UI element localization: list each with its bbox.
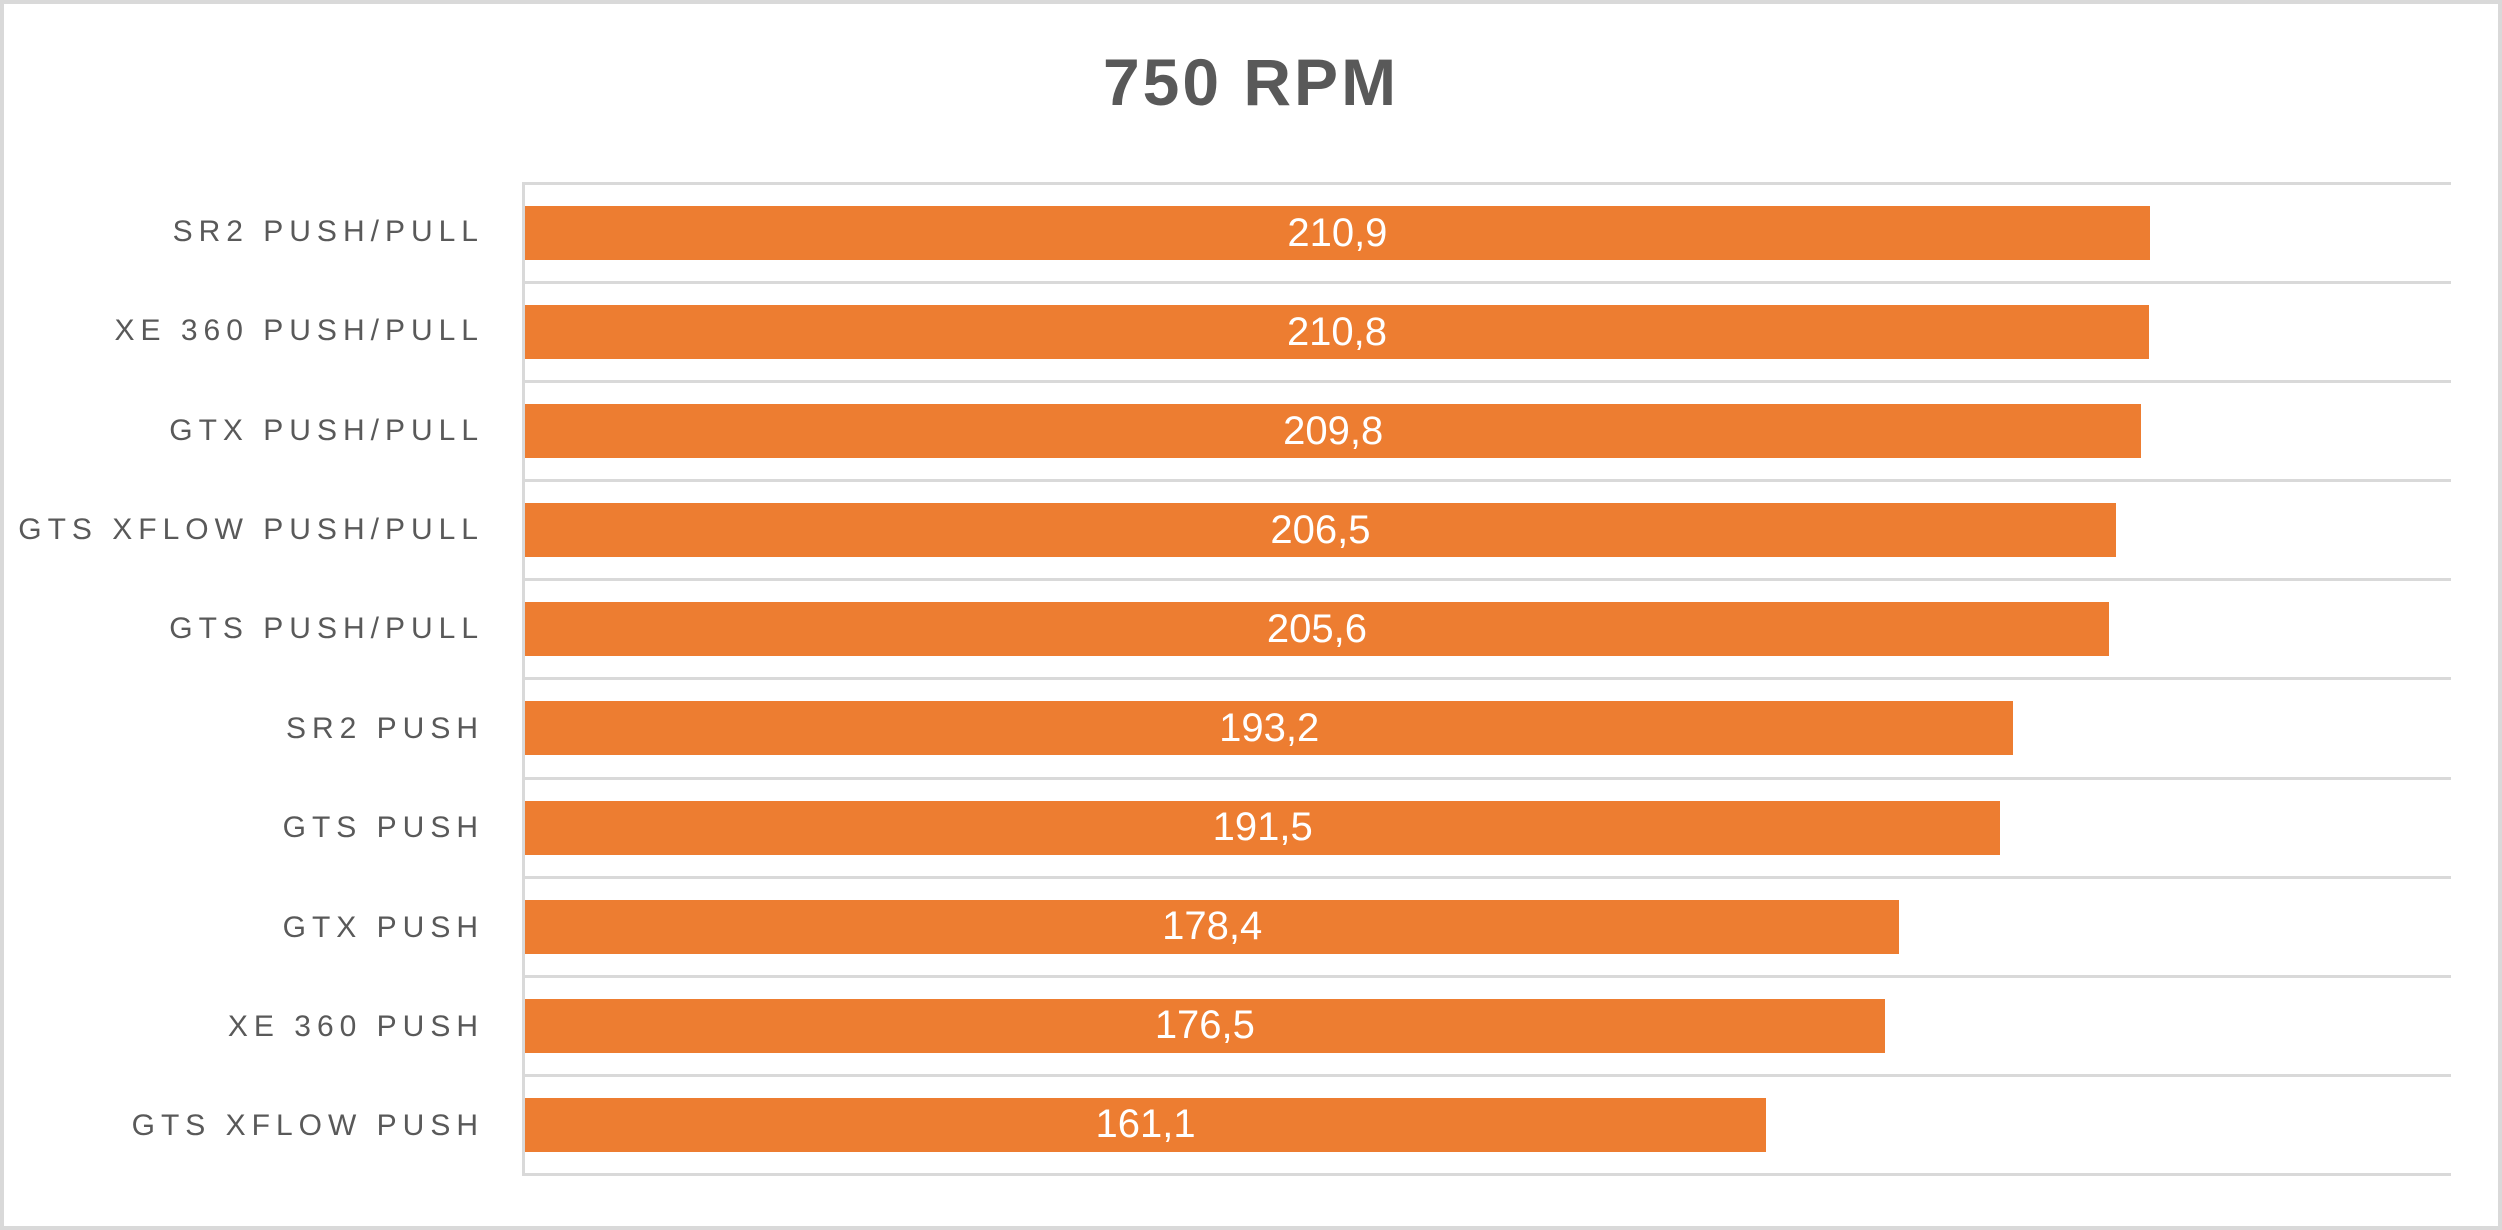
bar: 205,6 bbox=[525, 602, 2109, 657]
bar-value-label: 209,8 bbox=[1283, 408, 1384, 453]
bar: 176,5 bbox=[525, 998, 1885, 1053]
category-label: GTX PUSH/PULL bbox=[169, 413, 484, 447]
category-label: XE 360 PUSH/PULL bbox=[114, 314, 484, 348]
bar-row: 191,5 bbox=[525, 780, 2451, 879]
bar-row: 210,9 bbox=[525, 185, 2451, 285]
bar-row: 178,4 bbox=[525, 879, 2451, 978]
bar-value-label: 176,5 bbox=[1154, 1003, 1255, 1048]
bar-value-label: 191,5 bbox=[1212, 805, 1313, 850]
bar-row: 206,5 bbox=[525, 482, 2451, 582]
bar: 191,5 bbox=[525, 800, 2001, 855]
bar: 210,9 bbox=[525, 206, 2150, 260]
bar: 178,4 bbox=[525, 899, 1900, 954]
category-label: GTX PUSH bbox=[282, 910, 484, 944]
bar: 210,8 bbox=[525, 305, 2149, 360]
bar-value-label: 193,2 bbox=[1219, 705, 1320, 750]
bar-value-label: 205,6 bbox=[1266, 606, 1368, 651]
bar-row: 161,1 bbox=[525, 1077, 2451, 1176]
bar-row: 176,5 bbox=[525, 978, 2451, 1077]
bar-value-label: 210,8 bbox=[1286, 309, 1388, 354]
category-label: XE 360 PUSH bbox=[227, 1009, 484, 1043]
category-label: GTS XFLOW PUSH/PULL bbox=[18, 512, 484, 546]
bar-row: 205,6 bbox=[525, 581, 2451, 681]
bar-row: 210,8 bbox=[525, 284, 2451, 384]
bar: 206,5 bbox=[525, 503, 2116, 558]
bar-value-label: 206,5 bbox=[1270, 507, 1371, 552]
category-label: GTS PUSH bbox=[282, 811, 484, 845]
bar-value-label: 210,9 bbox=[1287, 210, 1388, 255]
bar: 161,1 bbox=[525, 1097, 1767, 1152]
bar-row: 209,8 bbox=[525, 383, 2451, 483]
category-label: SR2 PUSH/PULL bbox=[172, 214, 484, 248]
plot-area: 210,9 210,8 209,8 206,5 205,6 193,2 191,5 178,4… bbox=[522, 182, 2451, 1176]
category-label: SR2 PUSH bbox=[285, 711, 484, 745]
category-axis: SR2 PUSH/PULL XE 360 PUSH/PULL GTX PUSH/PU… bbox=[4, 182, 484, 1176]
chart-title: 750 RPM bbox=[1102, 45, 1400, 119]
bar-row: 193,2 bbox=[525, 680, 2451, 780]
bar: 193,2 bbox=[525, 701, 2014, 756]
category-label: GTS PUSH/PULL bbox=[169, 612, 484, 646]
category-label: GTS XFLOW PUSH bbox=[131, 1109, 484, 1143]
bar-value-label: 161,1 bbox=[1095, 1102, 1196, 1147]
bar: 209,8 bbox=[525, 404, 2142, 459]
bar-value-label: 178,4 bbox=[1162, 904, 1263, 949]
